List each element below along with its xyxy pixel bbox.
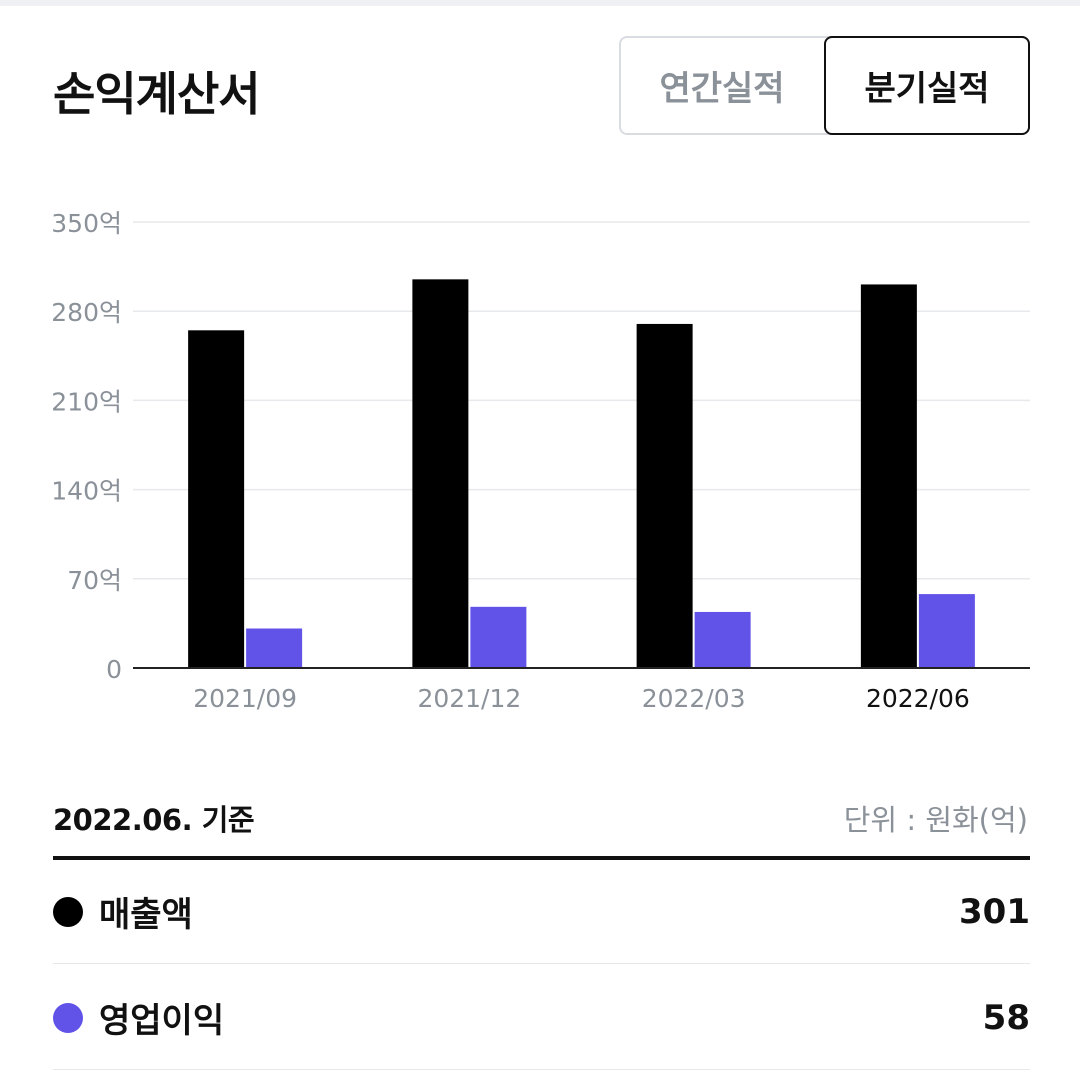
- x-tick-label: 2021/09: [193, 684, 297, 713]
- basis-date: 2022.06. 기준: [53, 803, 255, 837]
- bar-chart: 0 70억 140억 210억 280억 350억 2021/09 2021/12 2022/…: [51, 209, 1030, 713]
- revenue-bar[interactable]: [636, 323, 693, 668]
- operating-profit-bar[interactable]: [470, 606, 527, 668]
- y-tick-label: 280억: [51, 298, 122, 327]
- revenue-legend-dot: [53, 896, 83, 927]
- summary-row-operating-profit: 영업이익 58: [53, 966, 1030, 1070]
- table-top-rule: [53, 856, 1030, 860]
- x-tick-label: 2021/12: [417, 684, 521, 713]
- y-tick-label: 0: [106, 655, 122, 684]
- operating-profit-label: 영업이익: [99, 1001, 225, 1041]
- summary-row-revenue: 매출액 301: [53, 860, 1030, 964]
- operating-profit-bar[interactable]: [918, 594, 975, 668]
- operating-profit-bar[interactable]: [246, 628, 303, 668]
- revenue-bar[interactable]: [188, 330, 245, 668]
- x-tick-label: 2022/06: [866, 684, 970, 713]
- revenue-label: 매출액: [99, 895, 193, 935]
- y-tick-label: 350억: [51, 209, 122, 238]
- operating-profit-legend-dot: [53, 1002, 83, 1033]
- top-divider: [0, 0, 1080, 6]
- operating-profit-bar[interactable]: [694, 611, 751, 668]
- y-tick-label: 210억: [51, 387, 122, 416]
- page-title: 손익계산서: [53, 67, 261, 121]
- revenue-bar[interactable]: [412, 279, 469, 668]
- y-tick-label: 140억: [51, 477, 122, 506]
- y-tick-label: 70억: [67, 566, 122, 595]
- tab-quarterly[interactable]: 분기실적: [824, 36, 1030, 135]
- x-tick-label: 2022/03: [642, 684, 746, 713]
- unit-label: 단위 : 원화(억): [843, 803, 1028, 837]
- operating-profit-value: 58: [982, 997, 1030, 1038]
- revenue-value: 301: [959, 891, 1030, 932]
- tab-annual[interactable]: 연간실적: [659, 69, 785, 109]
- revenue-bar[interactable]: [860, 284, 917, 668]
